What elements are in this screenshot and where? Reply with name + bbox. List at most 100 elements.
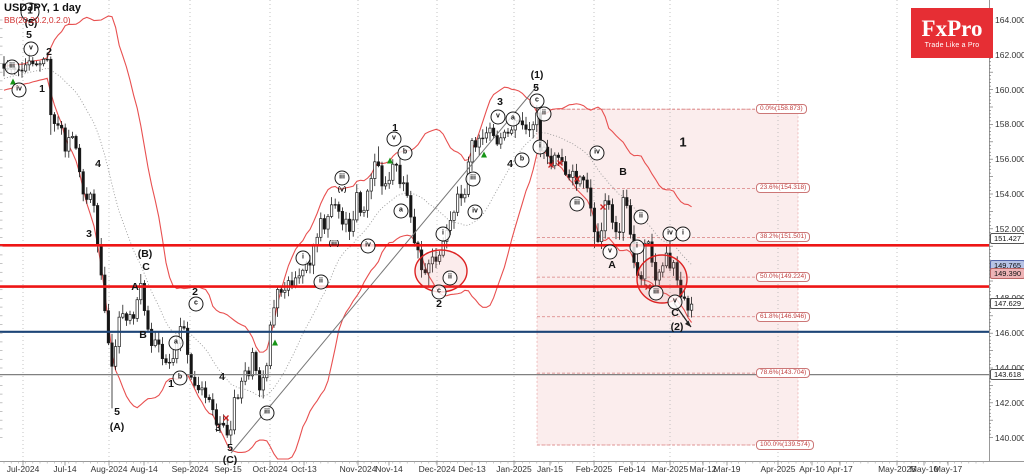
wave-label-4: 4 [507,158,513,170]
wave-label-b: b [397,145,413,161]
fib-level-label: 50.0%(149.224) [756,272,811,283]
bollinger-middle [3,67,692,397]
fib-level-label: 23.6%(154.318) [756,183,811,194]
price-tag-149.390: 149.390 [990,268,1024,279]
price-tag-147.629: 147.629 [990,297,1024,309]
wave-label-1: 1 [168,378,174,390]
price-axis-label: 160.000 [995,84,1024,95]
time-axis-label: Oct-13 [291,464,317,474]
buy-marker-icon [387,157,393,164]
sell-marker-icon [223,415,229,421]
wave-label-a: a [168,335,184,351]
wave-label-v: v [667,294,683,310]
wave-label-c: c [431,284,447,300]
time-axis-label: Aug-14 [130,464,158,474]
time-axis-label: May-10 [909,464,939,474]
time-axis-label: Oct-2024 [252,464,288,474]
price-axis-label: 142.000 [995,397,1024,408]
trendline [230,84,539,454]
wave-label-4: 4 [219,371,225,383]
price-axis-label: 156.000 [995,154,1024,165]
price-tag-151.427: 151.427 [990,232,1024,244]
fib-level-label: 61.8%(146.946) [756,311,811,322]
bollinger-lower [3,77,693,460]
time-axis-label: Apr-17 [827,464,853,474]
fib-level-label: 78.6%(143.704) [756,368,811,379]
time-axis-label: Nov-14 [375,464,403,474]
wave-label-3: 3 [497,96,503,108]
buy-marker-icon [481,151,487,158]
wave-label-5: 5 [533,82,539,94]
wave-label-B: (B) [137,248,153,260]
wave-label-iii: (iii) [328,240,340,248]
fxpro-logo-tagline: Trade Like a Pro [924,42,980,49]
time-axis-label: Apr-10 [799,464,825,474]
wave-label-i: i [675,226,691,242]
wave-label-2: 2 [436,298,442,310]
wave-label-i: i [435,226,451,242]
fib-level-label: 0.0%(158.873) [756,104,807,115]
wave-label-ii: ii [536,106,552,122]
wave-label-5: 5 [227,442,233,454]
fib-level-label: 100.0%(139.574) [756,440,814,450]
price-axis-label: 158.000 [995,119,1024,130]
wave-label-ii: ii [633,209,649,225]
sell-marker-icon [600,204,606,210]
wave-label-v: v [602,244,618,260]
wave-label-c: c [529,93,545,109]
wave-label-iii: iii [648,285,664,301]
fxpro-logo: FxPro Trade Like a Pro [911,8,993,58]
time-axis-label: Jul-14 [53,464,77,474]
wave-label-A: A [131,281,139,293]
time-axis-label: Jan-2025 [496,464,532,474]
wave-label-5: 5 [114,406,120,418]
wave-label-ii: ii [313,274,329,290]
buy-marker-icon [272,339,278,346]
wave-label-v: (v) [337,186,347,194]
wave-label-2: 2 [192,286,198,298]
time-axis-label: Mar-12 [689,464,717,474]
price-tag-143.618: 143.618 [990,369,1024,380]
price-axis-label: 162.000 [995,49,1024,60]
wave-label-v: v [490,109,506,125]
price-axis-label: 154.000 [995,189,1024,199]
wave-label-5: 5 [26,29,32,41]
time-axis-label: Jan-15 [537,464,563,474]
wave-label-3: 3 [86,228,92,240]
sell-marker-icon [645,284,651,290]
time-axis-label: Nov-2024 [339,464,377,474]
wave-label-iv: iv [467,204,483,220]
bollinger-upper [3,15,692,353]
wave-label-2: 2 [46,46,52,58]
time-axis-label: Jul-2024 [6,464,40,474]
wave-label-B: B [619,166,627,178]
price-axis-label: 152.000 [995,223,1024,234]
wave-label-iii: iii [4,59,20,75]
wave-label-iv: iv [11,82,27,98]
wave-label-iii: iii [259,405,275,421]
wave-label-i: i [532,139,548,155]
time-axis-label: Dec-2024 [418,464,456,474]
wave-label-C: C [671,307,679,319]
time-axis-label: Feb-2025 [575,464,613,474]
fib-level-label: 38.2%(151.501) [756,232,811,243]
fxpro-logo-text: FxPro [921,16,983,41]
wave-label-2: (2) [670,321,684,333]
projection-arrowhead [685,320,691,327]
price-axis-label: 144.000 [995,363,1024,373]
time-axis-label: Mar-19 [713,464,741,474]
wave-label-c: c [188,296,204,312]
sell-marker-icon [548,162,554,168]
wave-label-iii: iii [334,170,350,186]
wave-label-v: v [23,41,39,57]
sell-marker-icon [557,160,563,166]
time-axis-label: Dec-13 [458,464,486,474]
wave-label-v: v [386,131,402,147]
wave-label-A: A [608,259,616,271]
indicator-label[interactable]: BB(20,20.2,0.2.0) [4,15,71,25]
wave-label-1: 1 [392,122,398,134]
wave-label-a: a [505,111,521,127]
time-axis-label: May-17 [933,464,963,474]
